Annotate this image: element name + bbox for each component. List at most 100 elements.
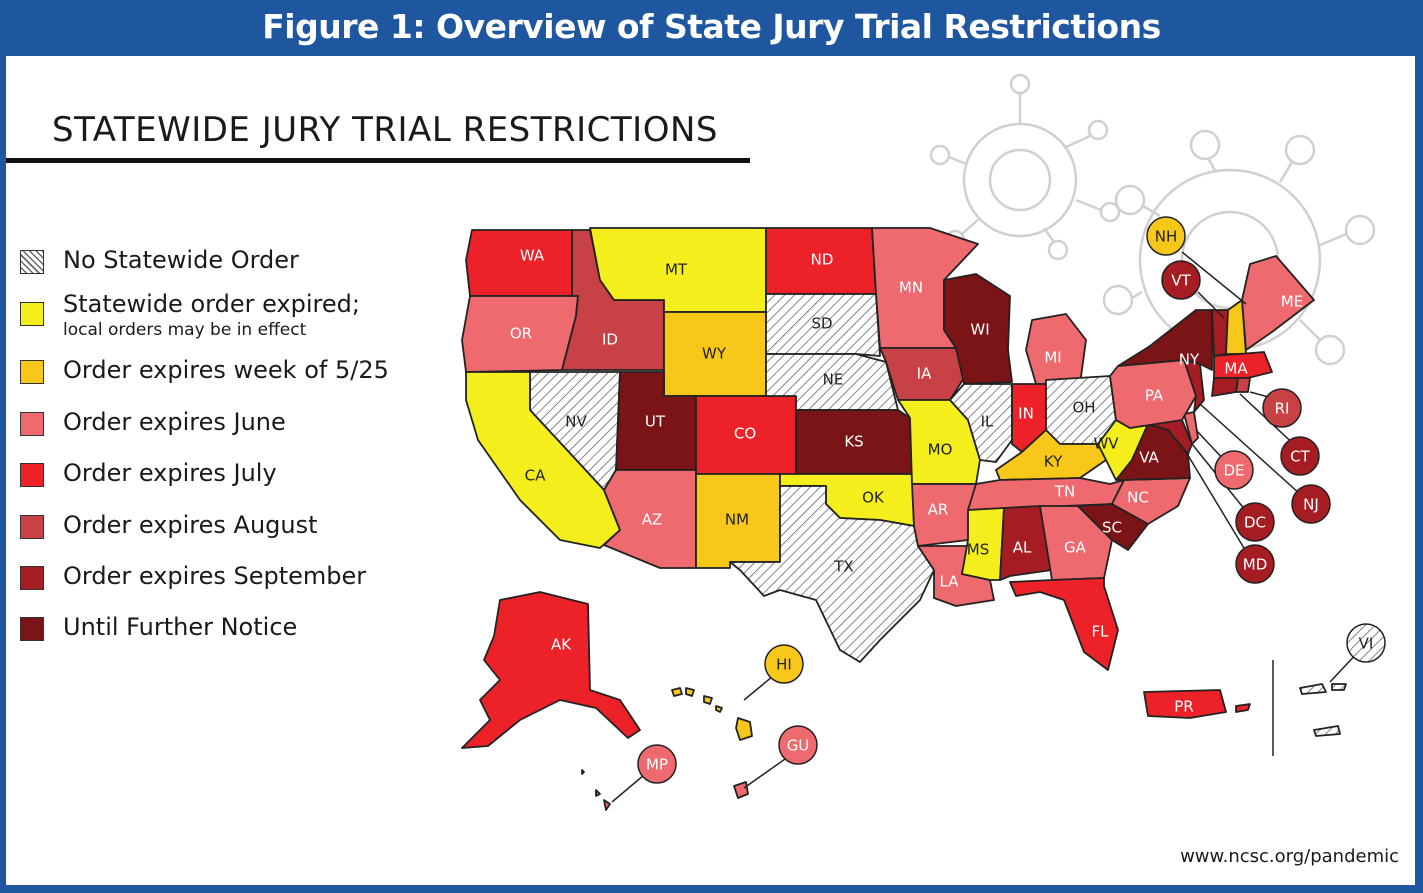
label-ar: AR: [928, 501, 949, 519]
callout-dc: [1235, 502, 1275, 542]
label-dc: DC: [1244, 514, 1266, 532]
figure-title: Figure 1: Overview of State Jury Trial R…: [262, 7, 1161, 46]
legend-label-july: Order expires July: [63, 459, 277, 487]
label-va: VA: [1139, 449, 1159, 467]
label-pa: PA: [1145, 387, 1164, 405]
label-ak: AK: [551, 636, 572, 654]
callout-gu: [778, 725, 818, 765]
source-url: www.ncsc.org/pandemic: [1180, 846, 1399, 867]
label-mt: MT: [665, 261, 688, 279]
label-oh: OH: [1072, 399, 1095, 417]
label-or: OR: [510, 325, 532, 343]
state-sc: [1077, 503, 1149, 551]
legend-swatch-none: [20, 250, 44, 274]
label-nc: NC: [1127, 489, 1149, 507]
state-ar: [911, 483, 977, 547]
label-nm: NM: [725, 511, 749, 529]
state-ri: [1235, 377, 1251, 393]
legend-sublabel-expired: local orders may be in effect: [63, 320, 307, 340]
callout-de: [1214, 450, 1254, 490]
state-ma: [1213, 351, 1273, 379]
label-md: MD: [1243, 556, 1268, 574]
state-wi: [943, 273, 1013, 385]
label-ky: KY: [1044, 453, 1063, 471]
label-sd: SD: [811, 315, 832, 333]
label-ut: UT: [645, 413, 666, 431]
label-ne: NE: [823, 371, 844, 389]
label-co: CO: [734, 425, 756, 443]
state-tx: [729, 485, 935, 663]
label-vt: VT: [1171, 272, 1191, 290]
callout-ct: [1280, 436, 1320, 476]
label-tx: TX: [833, 558, 853, 576]
state-fl: [1009, 577, 1119, 671]
state-de: [1183, 411, 1199, 445]
label-wv: WV: [1093, 435, 1119, 453]
callout-md: [1235, 544, 1275, 584]
label-nd: ND: [811, 251, 834, 269]
label-ks: KS: [844, 433, 863, 451]
state-vi: [1299, 683, 1347, 737]
state-mp: [581, 769, 611, 811]
legend-swatch-september: [20, 566, 44, 590]
label-wi: WI: [970, 321, 989, 339]
label-pr: PR: [1174, 698, 1193, 716]
label-mi: MI: [1044, 349, 1061, 367]
legend-label-june: Order expires June: [63, 408, 286, 436]
label-il: IL: [981, 413, 994, 431]
state-ny: [1117, 309, 1213, 371]
label-wy: WY: [702, 345, 727, 363]
label-la: LA: [940, 573, 960, 591]
label-ma: MA: [1224, 360, 1248, 378]
label-ny: NY: [1179, 351, 1200, 369]
label-ia: IA: [917, 365, 932, 383]
legend-swatch-august: [20, 515, 44, 539]
label-tn: TN: [1054, 483, 1075, 501]
label-sc: SC: [1102, 519, 1122, 537]
label-vi: VI: [1359, 635, 1374, 653]
legend-swatch-july: [20, 463, 44, 487]
state-hi: [671, 687, 753, 741]
label-ca: CA: [525, 467, 546, 485]
label-ri: RI: [1275, 400, 1290, 418]
callout-ri: [1262, 388, 1302, 428]
label-nh: NH: [1155, 228, 1178, 246]
label-ct: CT: [1290, 448, 1310, 466]
state-sd: [765, 293, 881, 357]
state-ga: [1039, 505, 1113, 581]
state-ak: [461, 591, 641, 749]
label-az: AZ: [642, 511, 663, 529]
state-me: [1241, 255, 1315, 351]
label-ms: MS: [967, 541, 989, 559]
label-mn: MN: [899, 279, 923, 297]
legend-swatch-further: [20, 617, 44, 641]
legend-label-further: Until Further Notice: [63, 613, 298, 641]
state-pr: [1143, 689, 1251, 719]
heading-underline: [6, 158, 750, 163]
state-al: [999, 505, 1053, 581]
label-al: AL: [1013, 539, 1032, 557]
legend-swatch-expired: [20, 302, 44, 326]
map-heading: STATEWIDE JURY TRIAL RESTRICTIONS: [52, 110, 718, 150]
label-wa: WA: [520, 247, 545, 265]
state-gu: [733, 781, 749, 799]
label-de: DE: [1223, 462, 1244, 480]
callout-mp: [637, 744, 677, 784]
label-fl: FL: [1092, 623, 1110, 641]
label-mo: MO: [928, 441, 953, 459]
label-mp: MP: [646, 756, 668, 774]
legend-label-may25: Order expires week of 5/25: [63, 356, 389, 384]
label-hi: HI: [776, 656, 792, 674]
label-ga: GA: [1064, 539, 1087, 557]
callout-vt: [1161, 260, 1201, 300]
legend-swatch-may25: [20, 360, 44, 384]
label-me: ME: [1281, 293, 1303, 311]
callout-vi: [1346, 623, 1386, 663]
legend-label-none: No Statewide Order: [63, 246, 299, 274]
legend-label-august: Order expires August: [63, 511, 318, 539]
label-nv: NV: [565, 413, 587, 431]
label-ok: OK: [862, 489, 885, 507]
label-gu: GU: [787, 737, 810, 755]
state-nc: [1111, 477, 1191, 525]
